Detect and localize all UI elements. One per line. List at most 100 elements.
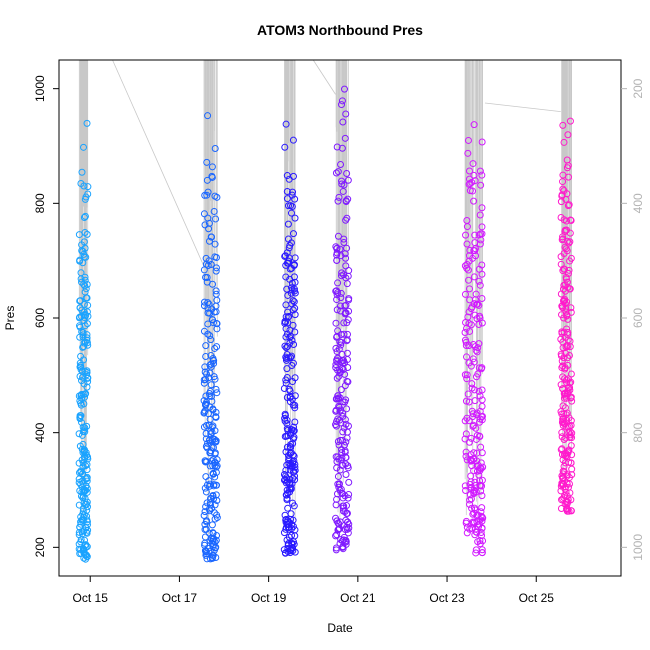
data-point xyxy=(283,365,291,373)
data-point xyxy=(470,171,478,179)
data-point xyxy=(213,514,221,522)
data-point xyxy=(339,507,347,515)
data-point xyxy=(78,418,86,426)
data-point xyxy=(462,519,470,527)
data-point xyxy=(473,528,481,536)
data-point xyxy=(286,241,294,249)
data-point xyxy=(558,357,566,365)
data-point xyxy=(289,359,297,367)
data-point xyxy=(82,543,90,551)
data-point xyxy=(334,232,342,240)
data-point xyxy=(284,220,292,228)
data-point xyxy=(471,311,479,319)
data-point xyxy=(469,160,477,168)
data-point xyxy=(343,523,351,531)
data-point xyxy=(78,278,86,286)
data-point xyxy=(337,341,345,349)
data-point xyxy=(463,375,471,383)
data-point xyxy=(333,143,341,151)
data-point xyxy=(80,343,88,351)
data-point xyxy=(285,385,293,393)
y-right-tick-label: 400 xyxy=(631,193,645,213)
data-point xyxy=(285,175,293,183)
data-point xyxy=(284,504,292,512)
data-point xyxy=(342,262,350,270)
data-point xyxy=(208,173,216,181)
data-point xyxy=(211,438,219,446)
data-point xyxy=(204,188,212,196)
data-point xyxy=(334,197,342,205)
data-point xyxy=(340,271,348,279)
data-point xyxy=(333,495,341,503)
data-point xyxy=(202,342,210,350)
data-point xyxy=(201,484,209,492)
data-point xyxy=(565,266,573,274)
data-point xyxy=(335,483,343,491)
transit-line xyxy=(484,102,561,112)
data-point xyxy=(559,171,567,179)
data-point xyxy=(467,472,475,480)
data-point xyxy=(472,373,480,381)
data-point xyxy=(344,272,352,280)
data-point xyxy=(462,353,470,361)
data-point xyxy=(201,508,209,516)
data-point xyxy=(333,332,341,340)
data-point xyxy=(465,359,473,367)
data-point xyxy=(567,394,575,402)
data-point xyxy=(289,297,297,305)
data-point xyxy=(211,501,219,509)
y-axis-label: Pres xyxy=(3,306,17,331)
data-point xyxy=(207,233,215,241)
data-point xyxy=(208,315,216,323)
data-point xyxy=(212,413,220,421)
data-point xyxy=(289,401,297,409)
data-point xyxy=(281,549,289,557)
data-point xyxy=(212,253,220,261)
data-point xyxy=(470,509,478,517)
data-point xyxy=(478,549,486,557)
data-point xyxy=(210,546,218,554)
data-point xyxy=(566,379,574,387)
data-point xyxy=(77,538,85,546)
data-point xyxy=(465,417,473,425)
data-point xyxy=(81,273,89,281)
data-point xyxy=(473,431,481,439)
data-point xyxy=(210,207,218,215)
data-point xyxy=(563,247,571,255)
data-point xyxy=(201,526,209,534)
data-point xyxy=(560,138,568,146)
data-point xyxy=(213,325,221,333)
data-point xyxy=(461,435,469,443)
data-point xyxy=(289,188,297,196)
data-point xyxy=(342,110,350,118)
data-point xyxy=(289,136,297,144)
data-point xyxy=(344,462,352,470)
data-point xyxy=(283,249,291,257)
data-point xyxy=(288,191,296,199)
data-point xyxy=(202,503,210,511)
data-point xyxy=(288,531,296,539)
data-point xyxy=(469,413,477,421)
data-point xyxy=(203,444,211,452)
data-point xyxy=(464,390,472,398)
data-point xyxy=(205,237,213,245)
data-point xyxy=(565,429,573,437)
data-point xyxy=(207,430,215,438)
data-point xyxy=(201,533,209,541)
data-point xyxy=(566,343,574,351)
data-point xyxy=(332,544,340,552)
data-point xyxy=(462,430,470,438)
data-point xyxy=(80,486,88,494)
data-point xyxy=(478,294,486,302)
data-point xyxy=(335,455,343,463)
data-point xyxy=(478,524,486,532)
data-point xyxy=(77,363,85,371)
data-point xyxy=(80,426,88,434)
data-point xyxy=(561,228,569,236)
data-point xyxy=(332,501,340,509)
data-point xyxy=(557,487,565,495)
data-point xyxy=(334,279,342,287)
data-point xyxy=(342,198,350,206)
data-point xyxy=(478,492,486,500)
data-point xyxy=(344,422,352,430)
